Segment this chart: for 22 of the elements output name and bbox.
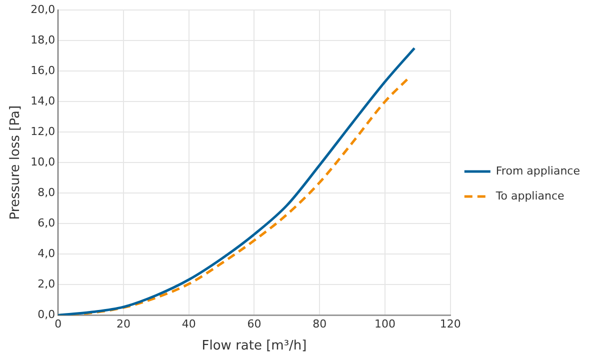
y-tick-label: 18,0 xyxy=(30,33,56,46)
y-tick-label: 6,0 xyxy=(38,216,56,230)
y-tick-label: 0,0 xyxy=(38,308,56,322)
y-tick-label: 16,0 xyxy=(30,64,56,77)
x-tick-label: 60 xyxy=(247,318,262,331)
x-tick-label: 20 xyxy=(116,318,130,331)
y-tick-label: 8,0 xyxy=(38,186,56,199)
y-tick-label: 14,0 xyxy=(30,94,56,108)
legend-label: To appliance xyxy=(494,189,565,202)
y-axis-title: Pressure loss [Pa] xyxy=(8,105,24,220)
y-tick-label: 10,0 xyxy=(30,155,56,168)
x-axis-title: Flow rate [m³/h] xyxy=(202,338,307,354)
y-tick-label: 4,0 xyxy=(38,247,56,260)
y-tick-label: 2,0 xyxy=(38,278,56,291)
x-tick-label: 0 xyxy=(54,318,62,331)
y-tick-label: 20,0 xyxy=(30,2,56,16)
x-tick-label: 40 xyxy=(182,318,196,331)
y-tick-label: 12,0 xyxy=(30,124,56,138)
legend-label: From appliance xyxy=(496,164,580,178)
x-tick-label: 100 xyxy=(374,318,396,331)
x-tick-label: 80 xyxy=(312,318,327,331)
x-tick-label: 120 xyxy=(440,318,461,331)
